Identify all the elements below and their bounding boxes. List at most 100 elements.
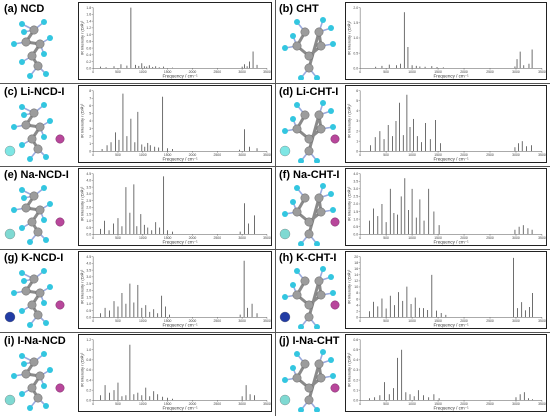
molecule-svg (4, 185, 65, 245)
x-tick-label: 1000 (139, 236, 147, 240)
y-tick-label: 0.2 (86, 60, 91, 64)
carbon-atom (304, 217, 314, 227)
molecule-structure (279, 99, 349, 164)
ir-spectrum-plot: 0 1 2 3 4 5 6 7 8 0 500 1000 1500 2000 2500 3000 3500 Fre… (78, 85, 272, 163)
y-tick-label: 1.5 (353, 210, 358, 214)
hydrogen-atom (328, 25, 334, 31)
x-tick-label: 2000 (460, 236, 468, 240)
x-tick-label: 1000 (139, 153, 147, 157)
x-tick-label: 0 (359, 402, 361, 406)
x-tick-label: 2000 (460, 402, 468, 406)
y-tick-label: 1.0 (86, 302, 91, 306)
y-tick-label: 0.5 (353, 51, 358, 55)
y-tick-label: 12 (354, 279, 358, 283)
x-tick-label: 1000 (139, 402, 147, 406)
x-tick-label: 2500 (213, 153, 221, 157)
panel-label: (b) CHT (279, 3, 319, 15)
hydrogen-atom (19, 353, 25, 359)
x-tick-label: 500 (383, 70, 389, 74)
hydrogen-atom (290, 116, 296, 122)
y-tick-label: 16 (354, 267, 358, 271)
panel-label: (e) Na-NCD-I (4, 169, 69, 181)
x-tick-label: 0 (92, 319, 94, 323)
carbon-atom (29, 191, 39, 201)
potassium-atom (279, 311, 291, 323)
y-tick-label: 1.5 (86, 295, 91, 299)
hydrogen-atom (330, 373, 336, 379)
carbon-atom (35, 39, 45, 49)
x-tick-label: 3000 (512, 236, 520, 240)
x-axis-label: Frequency / cm⁻¹ (162, 157, 198, 162)
panel-g: (g) K-NCD-I 0.0 0.5 1.0 1.5 2.0 2.5 3.0 3.5 4.0 4.… (0, 249, 275, 332)
x-tick-label: 3000 (512, 153, 520, 157)
y-tick-label: 0.2 (86, 388, 91, 392)
y-tick-label: 2 (356, 129, 358, 133)
carbon-atom (33, 227, 43, 237)
x-tick-label: 2000 (189, 70, 197, 74)
carbon-atom (300, 27, 310, 37)
molecule-svg (279, 183, 340, 247)
carbon-bond (307, 197, 321, 235)
carbon-atom (35, 288, 45, 298)
x-tick-label: 2000 (189, 236, 197, 240)
y-axis-label: IR Intensity / (D/Å)² (347, 103, 352, 138)
y-tick-label: 4.0 (86, 262, 91, 266)
x-axis-label: Frequency / cm⁻¹ (433, 240, 469, 245)
y-tick-label: 6 (356, 89, 358, 93)
hydrogen-atom (328, 108, 334, 114)
x-tick-label: 2500 (486, 236, 494, 240)
y-tick-label: 3.5 (86, 268, 91, 272)
hydrogen-atom (320, 266, 326, 272)
carbon-atom (292, 290, 302, 300)
x-tick-label: 3500 (263, 319, 271, 323)
hydrogen-atom (47, 201, 53, 207)
y-tick-label: 0.5 (353, 225, 358, 229)
hydrogen-atom (27, 239, 33, 245)
iodine-atom (55, 300, 65, 310)
molecule-structure (279, 16, 349, 81)
molecule-svg (279, 266, 340, 330)
carbon-atom (21, 120, 31, 130)
y-tick-label: 0.4 (86, 378, 91, 382)
hydrogen-atom (21, 361, 27, 367)
x-tick-label: 3500 (538, 319, 546, 323)
y-tick-label: 1.6 (86, 13, 91, 17)
carbon-atom (33, 393, 43, 403)
hydrogen-atom (43, 403, 49, 409)
spectrum-svg: 0.0 0.2 0.4 0.6 0.8 1.0 1.2 0 500 1000 1500 2000 250… (80, 338, 271, 411)
hydrogen-atom (41, 134, 47, 140)
y-tick-label: 1.5 (353, 21, 358, 25)
carbon-atom (21, 286, 31, 296)
x-axis-label: Frequency / cm⁻¹ (162, 406, 198, 411)
ir-spectrum-plot: 0.0 0.1 0.2 0.3 0.4 0.5 0.6 0 500 1000 1500 2000 250… (345, 334, 547, 412)
hydrogen-atom (294, 351, 300, 357)
molecule-structure (279, 265, 349, 330)
y-tick-label: 1.0 (86, 348, 91, 352)
x-tick-label: 3500 (538, 153, 546, 157)
hydrogen-atom (330, 207, 336, 213)
hydrogen-atom (43, 71, 49, 77)
hydrogen-atom (19, 104, 25, 110)
x-tick-label: 1500 (164, 236, 172, 240)
x-tick-label: 2000 (460, 70, 468, 74)
molecule-svg (4, 102, 65, 162)
x-tick-label: 2500 (486, 70, 494, 74)
x-tick-label: 1000 (408, 319, 416, 323)
y-axis-label: IR Intensity / (D/Å)² (347, 269, 352, 304)
x-tick-label: 500 (115, 236, 121, 240)
carbon-atom (300, 110, 310, 120)
hydrogen-atom (330, 41, 336, 47)
carbon-atom (35, 205, 45, 215)
molecule-structure (4, 265, 74, 329)
x-tick-label: 3000 (238, 70, 246, 74)
y-tick-label: 5 (356, 99, 358, 103)
hydrogen-atom (320, 100, 326, 106)
hydrogen-atom (11, 290, 17, 296)
hydrogen-atom (298, 324, 304, 330)
hydrogen-atom (298, 158, 304, 164)
carbon-bond (307, 31, 321, 69)
x-tick-label: 3500 (538, 236, 546, 240)
ir-spectrum-plot: 0.0 0.2 0.4 0.6 0.8 1.0 1.2 1.4 1.6 1.8 0 500 1000 15… (78, 2, 272, 80)
y-tick-label: 2.0 (353, 6, 358, 10)
hydrogen-atom (314, 241, 320, 247)
